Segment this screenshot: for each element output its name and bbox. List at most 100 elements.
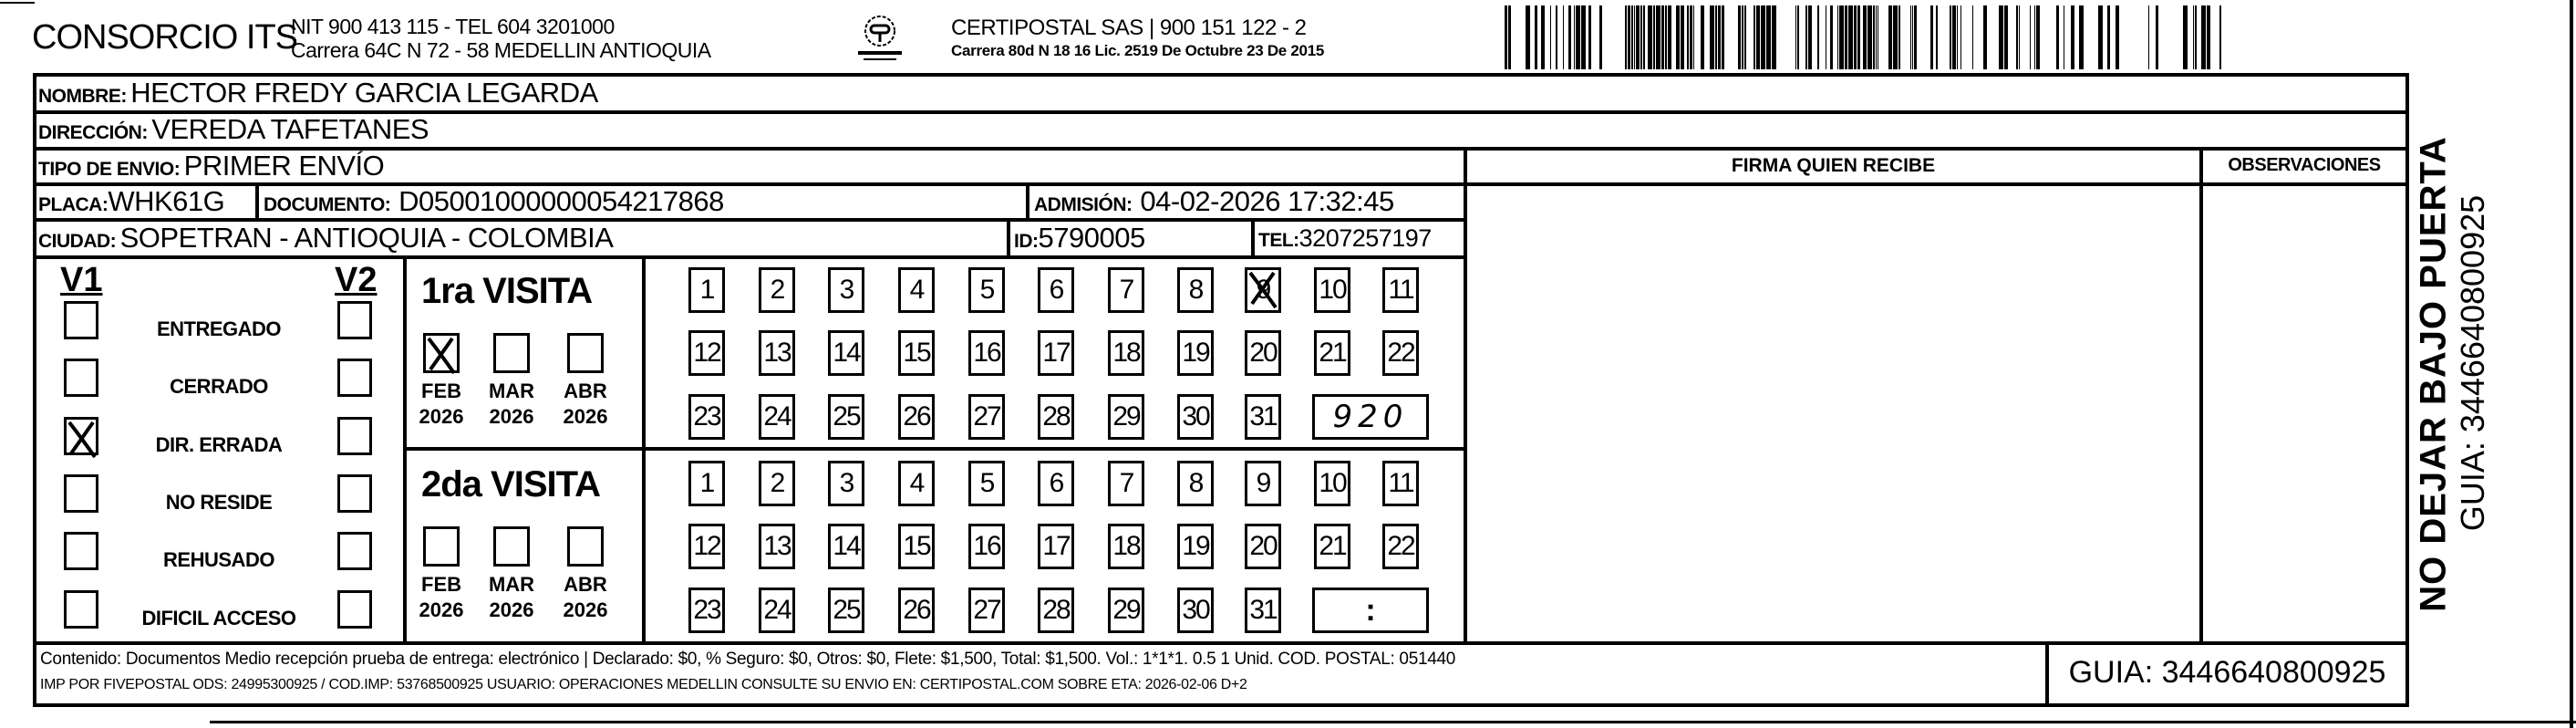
tel-field: TEL:3207257197 [1258, 224, 1432, 253]
day-box-5[interactable]: 5 [968, 461, 1005, 506]
v2-checkbox[interactable] [337, 359, 372, 397]
month-name: FEB [421, 380, 461, 402]
day-box-11[interactable]: 11 [1382, 267, 1419, 313]
day-box-27[interactable]: 27 [968, 394, 1005, 440]
barcode-bar [1718, 5, 1721, 69]
day-box-12[interactable]: 12 [688, 330, 725, 376]
day-box-24[interactable]: 24 [759, 588, 795, 633]
day-box-26[interactable]: 26 [898, 394, 935, 440]
day-box-28[interactable]: 28 [1038, 588, 1074, 633]
day-box-27[interactable]: 27 [968, 588, 1005, 633]
day-box-23[interactable]: 23 [688, 394, 725, 440]
day-box-5[interactable]: 5 [968, 267, 1005, 313]
day-box-17[interactable]: 17 [1038, 524, 1074, 569]
day-box-20[interactable]: 20 [1245, 330, 1281, 376]
day-box-23[interactable]: 23 [688, 588, 725, 633]
barcode-bar [1898, 5, 1900, 69]
day-box-3[interactable]: 3 [828, 461, 864, 506]
v1-checkbox[interactable] [64, 590, 98, 629]
month-checkbox[interactable] [423, 526, 460, 567]
v1-checkbox[interactable] [64, 417, 98, 459]
day-box-14[interactable]: 14 [828, 524, 864, 569]
month-checkbox[interactable] [493, 526, 530, 567]
day-box-1[interactable]: 1 [688, 267, 725, 313]
barcode-bar [1668, 5, 1671, 69]
barcode-bar [1888, 5, 1892, 69]
time-box[interactable]: 920 [1312, 394, 1429, 440]
divider [642, 255, 646, 643]
day-box-7[interactable]: 7 [1108, 461, 1144, 506]
day-box-18[interactable]: 18 [1108, 330, 1144, 376]
day-box-24[interactable]: 24 [759, 394, 795, 440]
barcode-bar [1599, 5, 1602, 69]
day-box-12[interactable]: 12 [688, 524, 725, 569]
day-box-29[interactable]: 29 [1108, 588, 1144, 633]
day-box-14[interactable]: 14 [828, 330, 864, 376]
day-box-13[interactable]: 13 [759, 330, 795, 376]
day-box-8[interactable]: 8 [1177, 267, 1214, 313]
day-box-6[interactable]: 6 [1038, 461, 1074, 506]
v1-checkbox[interactable] [64, 474, 98, 513]
day-box-7[interactable]: 7 [1108, 267, 1144, 313]
day-box-3[interactable]: 3 [828, 267, 864, 313]
day-box-1[interactable]: 1 [688, 461, 725, 506]
day-box-29[interactable]: 29 [1108, 394, 1144, 440]
signature-area[interactable] [1467, 186, 2199, 641]
day-box-25[interactable]: 25 [828, 588, 864, 633]
day-box-19[interactable]: 19 [1177, 524, 1214, 569]
day-box-19[interactable]: 19 [1177, 330, 1214, 376]
barcode-bar [1957, 5, 1958, 69]
day-box-25[interactable]: 25 [828, 394, 864, 440]
day-box-20[interactable]: 20 [1245, 524, 1281, 569]
day-box-9[interactable]: 9 [1245, 267, 1281, 313]
day-box-10[interactable]: 10 [1314, 461, 1350, 506]
v1-checkbox[interactable] [64, 359, 98, 397]
placa-field: PLACA:WHK61G [38, 185, 225, 218]
day-box-11[interactable]: 11 [1382, 461, 1419, 506]
day-box-2[interactable]: 2 [759, 267, 795, 313]
v2-checkbox[interactable] [337, 474, 372, 513]
barcode-bar [2004, 5, 2008, 69]
month-checkbox[interactable] [493, 333, 530, 373]
day-box-9[interactable]: 9 [1245, 461, 1281, 506]
day-box-31[interactable]: 31 [1245, 394, 1281, 440]
day-box-15[interactable]: 15 [898, 524, 935, 569]
day-box-17[interactable]: 17 [1038, 330, 1074, 376]
barcode-bar [1960, 5, 1961, 69]
day-box-21[interactable]: 21 [1314, 330, 1350, 376]
v2-checkbox[interactable] [337, 590, 372, 629]
day-box-15[interactable]: 15 [898, 330, 935, 376]
day-box-21[interactable]: 21 [1314, 524, 1350, 569]
day-box-16[interactable]: 16 [968, 330, 1005, 376]
day-box-4[interactable]: 4 [898, 461, 935, 506]
observaciones-area[interactable] [2203, 186, 2405, 641]
divider [255, 182, 259, 220]
month-checkbox[interactable] [567, 333, 604, 373]
time-box[interactable]: : [1312, 588, 1429, 633]
v1-checkbox[interactable] [64, 301, 98, 339]
v2-checkbox[interactable] [337, 301, 372, 339]
day-box-13[interactable]: 13 [759, 524, 795, 569]
day-box-2[interactable]: 2 [759, 461, 795, 506]
day-box-16[interactable]: 16 [968, 524, 1005, 569]
v2-checkbox[interactable] [337, 532, 372, 570]
v1-checkbox[interactable] [64, 532, 98, 570]
day-box-18[interactable]: 18 [1108, 524, 1144, 569]
month-checkbox[interactable] [567, 526, 604, 567]
day-box-30[interactable]: 30 [1177, 394, 1214, 440]
month-checkbox[interactable] [423, 333, 460, 375]
day-box-30[interactable]: 30 [1177, 588, 1214, 633]
day-box-31[interactable]: 31 [1245, 588, 1281, 633]
barcode-bar [1661, 5, 1664, 69]
day-box-4[interactable]: 4 [898, 267, 935, 313]
day-box-22[interactable]: 22 [1382, 524, 1419, 569]
day-box-28[interactable]: 28 [1038, 394, 1074, 440]
month-label: FEB 2026 [414, 572, 469, 623]
day-box-26[interactable]: 26 [898, 588, 935, 633]
day-box-8[interactable]: 8 [1177, 461, 1214, 506]
day-box-10[interactable]: 10 [1314, 267, 1350, 313]
day-box-22[interactable]: 22 [1382, 330, 1419, 376]
v2-checkbox[interactable] [337, 417, 372, 455]
day-box-6[interactable]: 6 [1038, 267, 1074, 313]
certipostal-logo [853, 11, 907, 66]
